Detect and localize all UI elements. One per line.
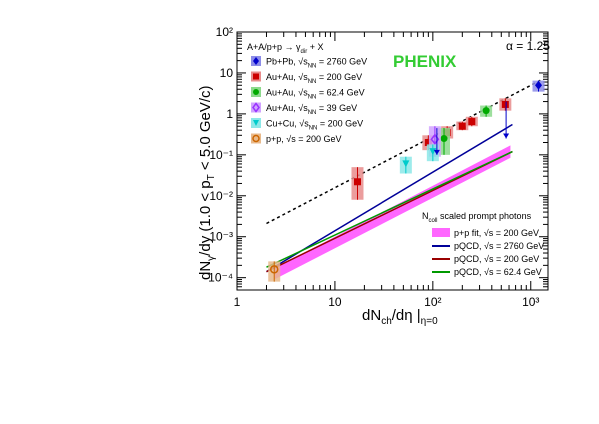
fit-line (266, 78, 543, 225)
square-marker (501, 100, 509, 108)
theory-legend-label: pQCD, √s = 200 GeV (454, 254, 539, 264)
y-tick-label: 1 (226, 107, 233, 121)
y-tick-label: 10⁻⁴ (208, 271, 233, 285)
y-tick-label: 10⁻² (209, 189, 233, 203)
x-tick-label: 10³ (522, 295, 539, 309)
axis-ticks (236, 31, 548, 291)
triangle-down-marker (402, 160, 410, 168)
diamond-marker (253, 57, 259, 65)
theory-legend-label: pQCD, √s = 2760 GeV (454, 241, 544, 251)
y-tick-label: 10⁻³ (209, 230, 233, 244)
legend-header: A+A/p+p → γdir + X (247, 42, 323, 55)
arrow-head (503, 133, 510, 139)
legend-band-swatch (432, 228, 450, 237)
square-marker (424, 139, 432, 147)
open-diamond-marker (252, 102, 260, 113)
legend-swatch (251, 102, 261, 113)
triangle-down-marker (253, 120, 259, 126)
legend-theory: Ncoll scaled prompt photons p+p fit, √s … (422, 211, 544, 277)
x-axis-label: dNch/dη |η=0 (362, 307, 438, 327)
phenix-label: PHENIX (393, 52, 457, 71)
legend-entry-label: p+p, √s = 200 GeV (266, 134, 342, 144)
pp-fit-band (274, 145, 511, 280)
circle-marker (253, 89, 259, 95)
y-tick-label: 10⁻¹ (209, 148, 233, 162)
square-marker (468, 118, 476, 126)
legend-entry-label: Cu+Cu, √sNN = 200 GeV (266, 119, 363, 132)
diamond-marker (535, 80, 543, 90)
theory-legend-label: p+p fit, √s = 200 GeV (454, 228, 539, 238)
x-tick-label: 10 (328, 295, 342, 309)
alpha-label: α = 1.25 (506, 39, 550, 53)
y-tick-labels: 10⁻⁴ 10⁻³ 10⁻² 10⁻¹ 1 10 10² (208, 25, 233, 285)
square-marker (353, 178, 361, 186)
pqcd-lines (266, 123, 513, 273)
square-marker (253, 73, 259, 80)
band-legend-header: Ncoll scaled prompt photons (422, 211, 532, 224)
power-law-fit (266, 78, 543, 225)
theory-legend-label: pQCD, √s = 62.4 GeV (454, 267, 542, 277)
square-marker (458, 122, 466, 130)
x-tick-label: 10² (424, 295, 441, 309)
x-tick-labels: 1 10 10² 10³ (234, 295, 540, 309)
legend-entry-label: Pb+Pb, √sNN = 2760 GeV (266, 57, 367, 70)
legend-entry-label: Au+Au, √sNN = 39 GeV (266, 103, 357, 116)
open-circle-marker (252, 134, 260, 143)
legend-entry-label: Au+Au, √sNN = 200 GeV (266, 72, 362, 85)
y-axis-label: dNγ/dy (1.0 < pT < 5.0 GeV/c) (197, 85, 217, 280)
legend-data: A+A/p+p → γdir + X Pb+Pb, √sNN = 2760 Ge… (247, 42, 367, 144)
open-circle-marker (269, 265, 279, 274)
pqcd-line (266, 150, 513, 268)
circle-marker (440, 135, 448, 143)
circle-marker (482, 107, 490, 115)
legend-entry-label: Au+Au, √sNN = 62.4 GeV (266, 88, 365, 101)
y-tick-label: 10 (220, 66, 234, 80)
arrow-head (433, 149, 440, 155)
data-points (268, 80, 545, 282)
x-tick-label: 1 (234, 295, 241, 309)
pp-fit-band-shape (274, 145, 511, 280)
legend-swatch (251, 133, 261, 144)
y-tick-label: 10² (216, 25, 233, 39)
